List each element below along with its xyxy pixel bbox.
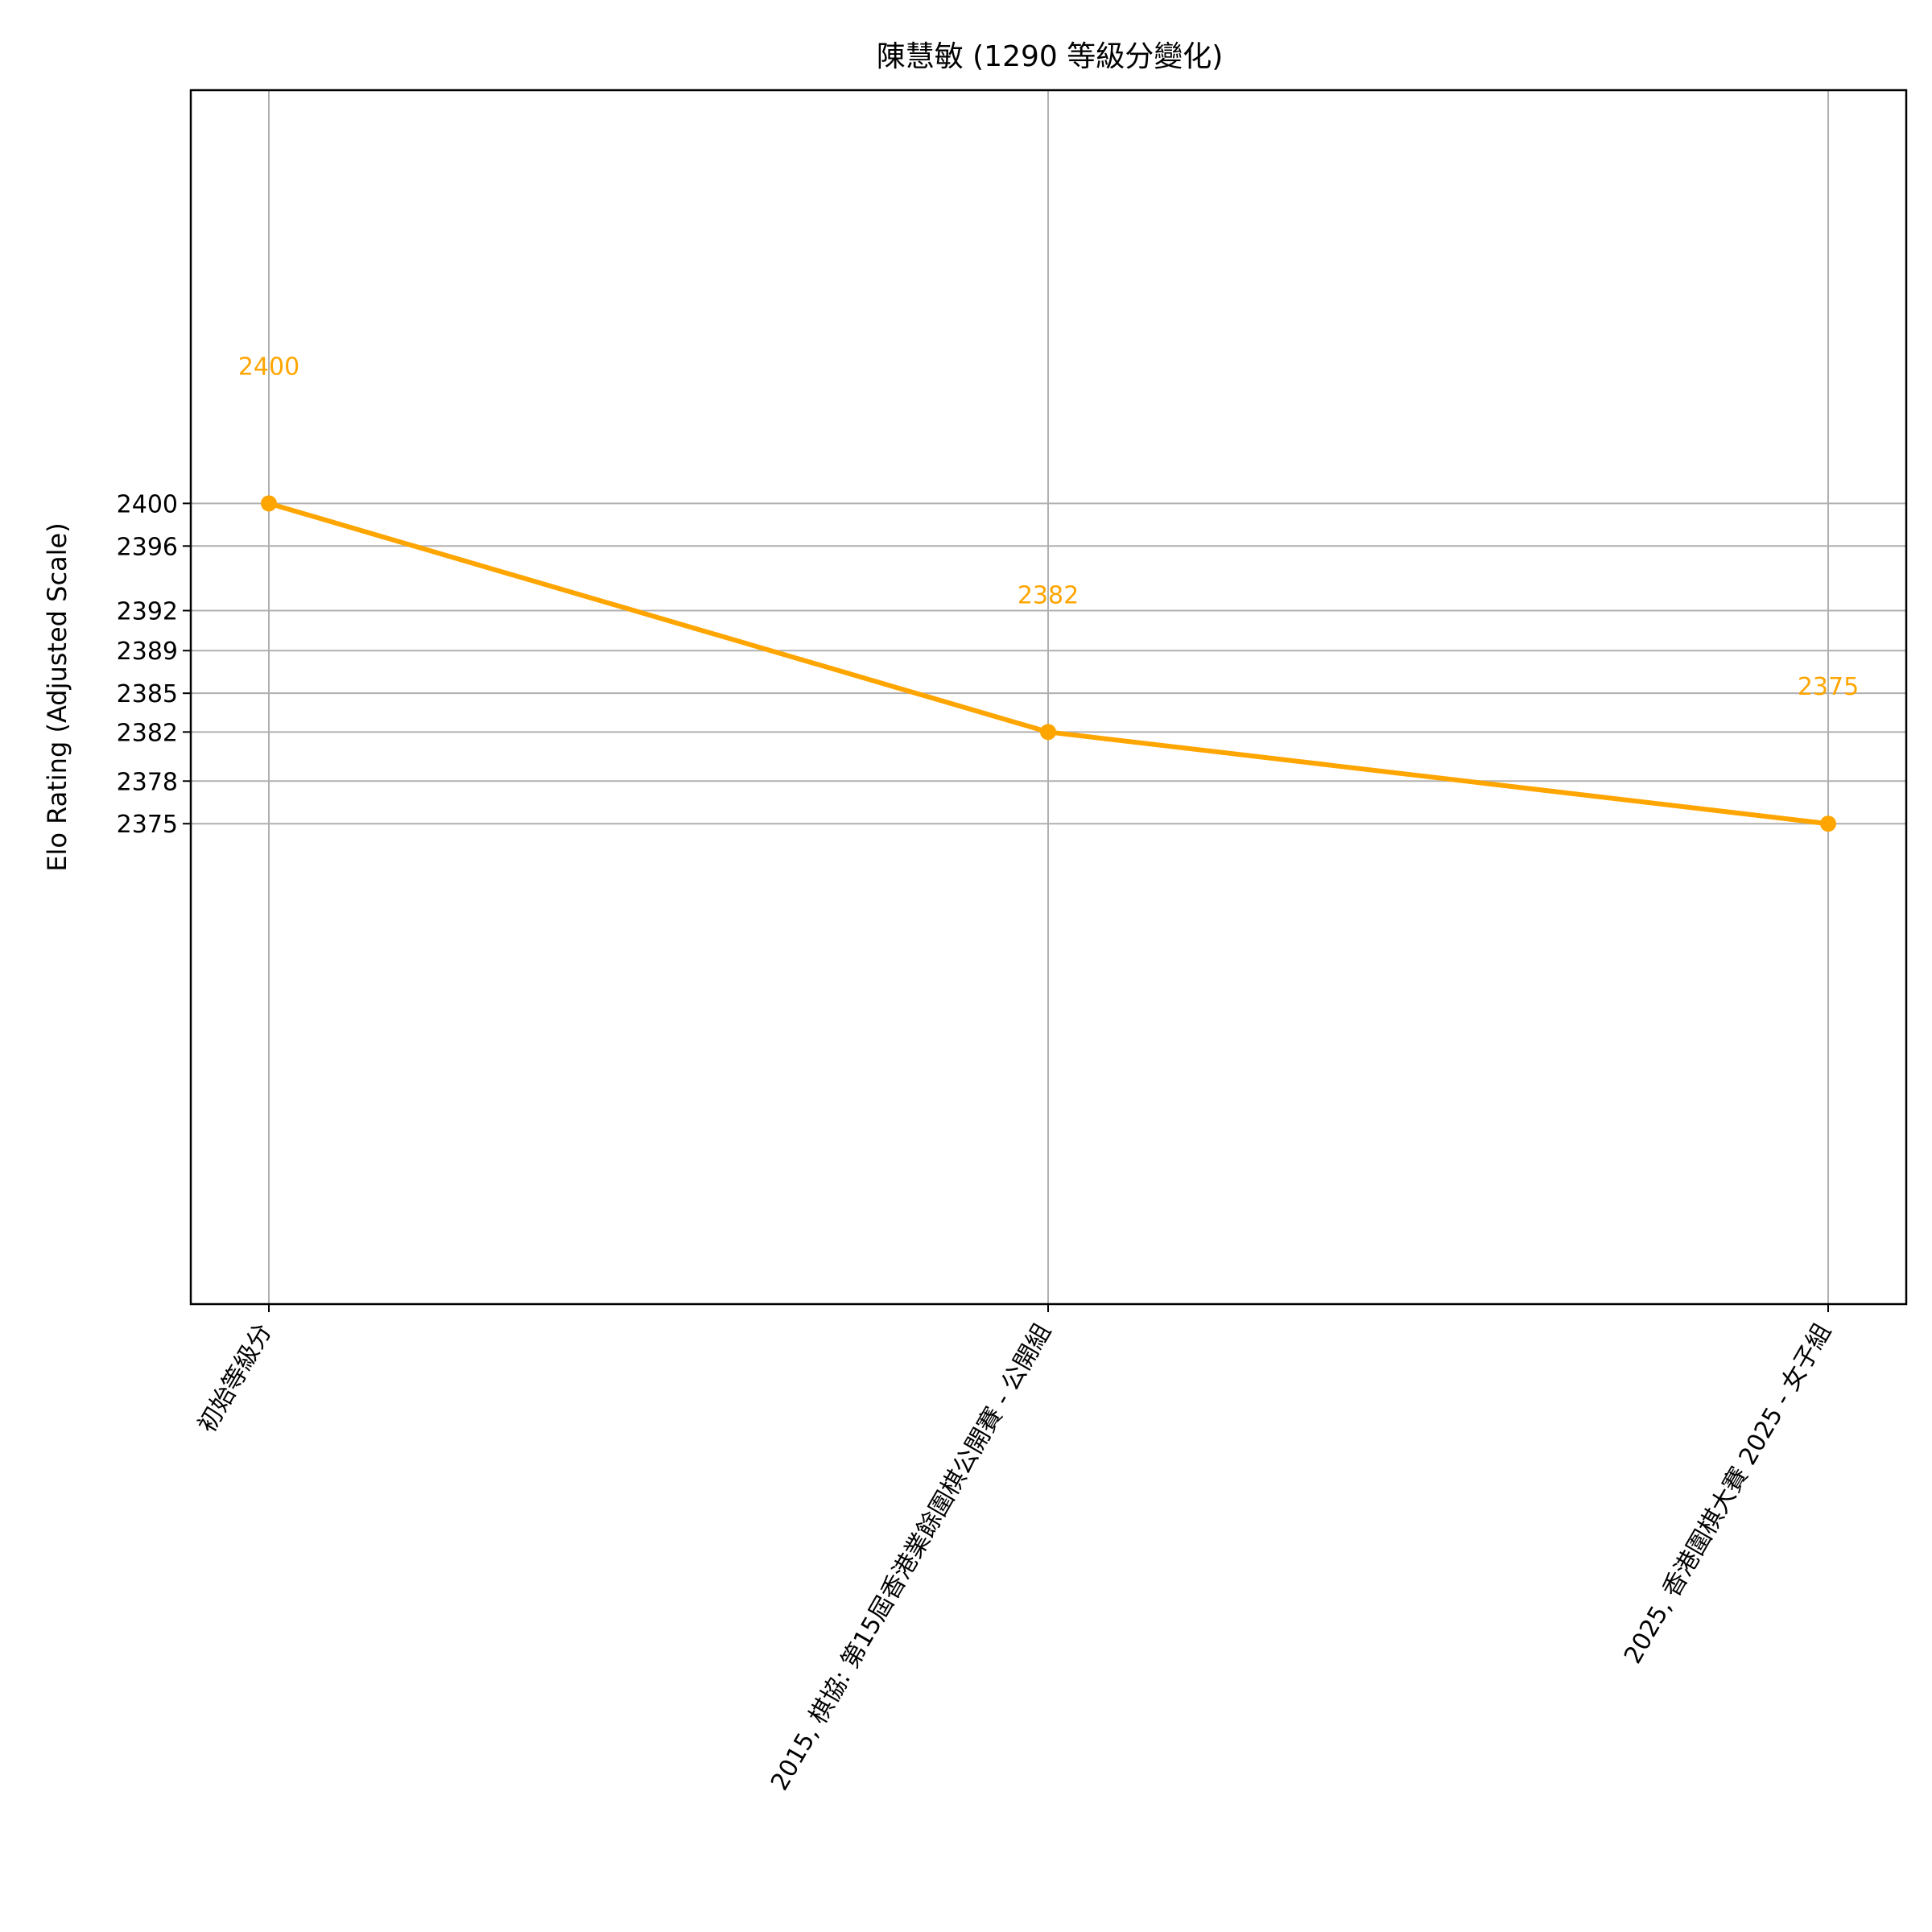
y-axis-label: Elo Rating (Adjusted Scale) bbox=[42, 522, 72, 871]
grid bbox=[191, 90, 1906, 1304]
y-tick-label: 2389 bbox=[117, 638, 178, 666]
data-label: 2400 bbox=[238, 353, 299, 381]
y-tick-label: 2392 bbox=[117, 598, 178, 626]
x-axis: 初始等級分 2015, 棋協: 第15屆香港業餘圍棋公開賽 - 公開組 2025, … bbox=[193, 1304, 1837, 1795]
y-tick-label: 2400 bbox=[117, 490, 178, 518]
y-axis: 2375 2378 2382 2385 2389 2392 2396 2400 bbox=[117, 490, 191, 839]
y-tick-label: 2378 bbox=[117, 768, 178, 796]
y-tick-label: 2375 bbox=[117, 811, 178, 839]
data-point bbox=[1820, 815, 1836, 832]
x-tick-label: 2015, 棋協: 第15屆香港業餘圍棋公開賽 - 公開組 bbox=[766, 1319, 1057, 1796]
data-point bbox=[261, 495, 277, 512]
y-tick-label: 2396 bbox=[117, 533, 178, 561]
data-label: 2375 bbox=[1798, 673, 1859, 701]
y-tick-label: 2385 bbox=[117, 680, 178, 708]
series-layer: 2400 2382 2375 bbox=[238, 353, 1859, 832]
x-tick-label: 初始等級分 bbox=[193, 1319, 278, 1438]
x-tick-label: 2025, 香港圍棋大賽 2025 - 女子組 bbox=[1619, 1319, 1837, 1669]
chart-title: 陳慧敏 (1290 等級分變化) bbox=[877, 40, 1224, 73]
y-tick-label: 2382 bbox=[117, 719, 178, 747]
data-label: 2382 bbox=[1018, 581, 1079, 609]
data-point bbox=[1040, 724, 1056, 741]
